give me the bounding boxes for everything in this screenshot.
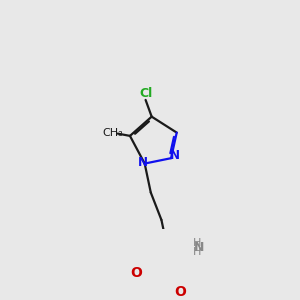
Text: N: N — [137, 156, 147, 169]
Text: Cl: Cl — [139, 87, 152, 100]
Text: O: O — [130, 266, 142, 280]
Text: CH₃: CH₃ — [102, 128, 123, 138]
Text: O: O — [175, 285, 186, 299]
Text: H: H — [193, 247, 201, 257]
Text: N: N — [170, 148, 180, 162]
Text: H: H — [193, 238, 201, 248]
Text: N: N — [194, 241, 204, 254]
